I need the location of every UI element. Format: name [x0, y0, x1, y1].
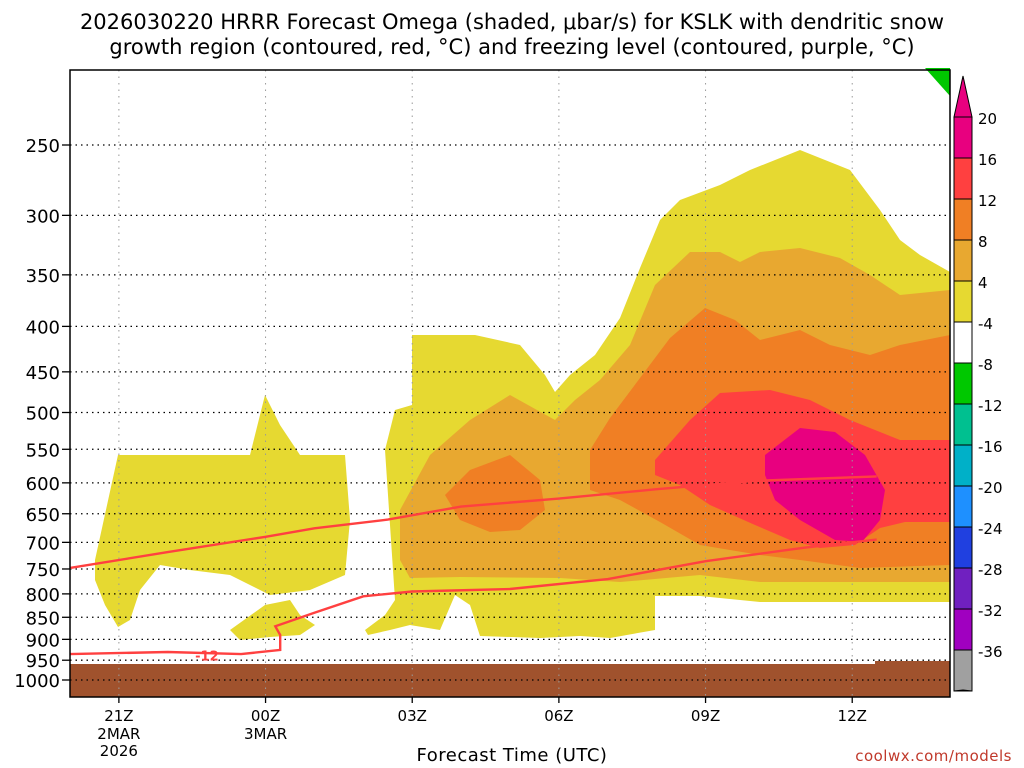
- colorbar-swatch: [953, 444, 973, 487]
- x-tick-label: 06Z: [544, 707, 573, 725]
- y-tick-label: 450: [26, 363, 60, 384]
- colorbar-swatch: [953, 116, 973, 159]
- colorbar-label: 20: [978, 110, 997, 128]
- contour-label: -12: [195, 649, 219, 664]
- colorbar-label: -20: [978, 479, 1003, 497]
- colorbar-swatch: [953, 321, 973, 364]
- y-tick-label: 250: [26, 136, 60, 157]
- x-tick-year: 2026: [100, 742, 138, 760]
- y-tick-label: 950: [26, 651, 60, 672]
- y-tick-label: 550: [26, 440, 60, 461]
- colorbar-label: -28: [978, 561, 1003, 579]
- x-tick-label: 12Z: [838, 707, 867, 725]
- y-tick-label: 850: [26, 608, 60, 629]
- colorbar-label: -32: [978, 602, 1003, 620]
- x-axis-label: Forecast Time (UTC): [416, 745, 608, 766]
- y-tick-label: 750: [26, 560, 60, 581]
- y-tick-label: 900: [26, 630, 60, 651]
- colorbar-label: 4: [978, 274, 988, 292]
- colorbar-swatch: [953, 198, 973, 241]
- colorbar-label: 8: [978, 233, 988, 251]
- y-tick-label: 350: [26, 266, 60, 287]
- colorbar-swatch: [953, 403, 973, 446]
- x-tick-label: 03Z: [398, 707, 427, 725]
- y-tick-label: 400: [26, 317, 60, 338]
- omega-region-negative-4: [925, 68, 950, 96]
- y-tick-label: 500: [26, 404, 60, 425]
- colorbar-label: -24: [978, 520, 1003, 538]
- dendritic-contour-1: [69, 538, 877, 656]
- colorbar-swatch: [953, 362, 973, 405]
- x-tick-label: 21Z: [104, 707, 133, 725]
- x-tick-label: 00Z: [251, 707, 280, 725]
- omega-region-12-16-6: [445, 455, 545, 532]
- colorbar-swatch: [953, 567, 973, 610]
- colorbar-label: -36: [978, 643, 1003, 661]
- chart-title-line1: 2026030220 HRRR Forecast Omega (shaded, …: [79, 10, 945, 34]
- colorbar-swatch: [953, 280, 973, 323]
- colorbar-label: -12: [978, 397, 1003, 415]
- y-tick-label: 300: [26, 206, 60, 227]
- colorbar-label: -4: [978, 315, 993, 333]
- colorbar-swatch: [953, 239, 973, 282]
- x-tick-date: 2MAR: [97, 725, 140, 743]
- plot-frame: [69, 69, 951, 698]
- colorbar-label: -16: [978, 438, 1003, 456]
- y-tick-label: 700: [26, 533, 60, 554]
- colorbar-swatch: [953, 485, 973, 528]
- y-tick-label: 800: [26, 585, 60, 606]
- colorbar-label: 16: [978, 151, 997, 169]
- colorbar-swatch: [953, 649, 973, 692]
- x-tick-label: 09Z: [691, 707, 720, 725]
- omega-region-4-8-2: [230, 600, 315, 640]
- x-tick-date: 3MAR: [244, 725, 287, 743]
- omega-region-gt20-9: [765, 428, 885, 542]
- site-credit: coolwx.com/models: [855, 747, 1012, 765]
- colorbar-bottom-triangle: [953, 689, 973, 692]
- dendritic-contour-0: [69, 475, 877, 570]
- chart-title-line2: growth region (contoured, red, °C) and f…: [109, 35, 915, 59]
- colorbar-swatch: [953, 157, 973, 200]
- colorbar-label: -8: [978, 356, 993, 374]
- y-tick-label: 650: [26, 505, 60, 526]
- y-tick-label: 1000: [14, 671, 60, 692]
- colorbar-swatch: [953, 608, 973, 651]
- ground-surface: [70, 661, 950, 697]
- colorbar-swatch: [953, 526, 973, 569]
- y-tick-label: 600: [26, 474, 60, 495]
- colorbar-top-triangle: [953, 75, 973, 118]
- omega-region-4-8-1: [175, 395, 300, 505]
- colorbar-label: 12: [978, 192, 997, 210]
- omega-region-4-8-0: [95, 455, 350, 627]
